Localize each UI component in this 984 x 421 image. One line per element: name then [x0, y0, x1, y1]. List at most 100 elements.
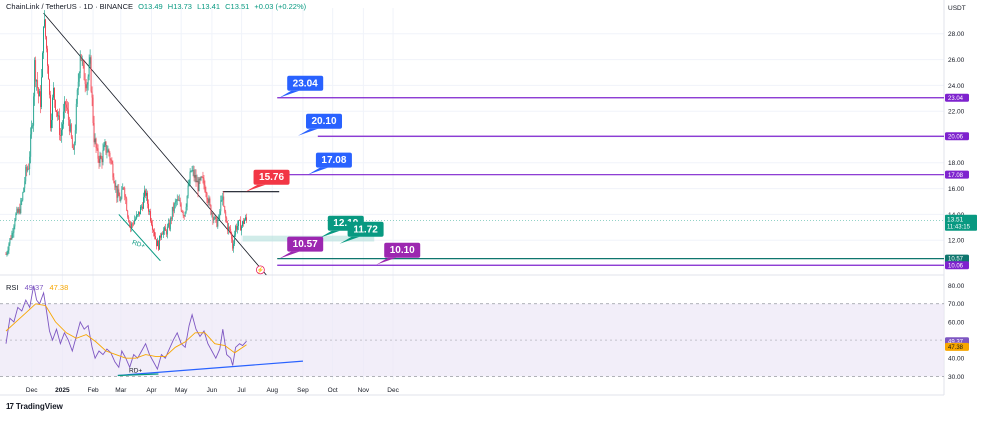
svg-text:11:43:15: 11:43:15 [947, 225, 971, 231]
candle [132, 222, 134, 228]
candle [24, 176, 26, 193]
candles [5, 10, 247, 257]
candle [220, 195, 222, 216]
candle [234, 230, 236, 246]
rsi-tick-label: 70.00 [948, 301, 965, 308]
svg-text:13.51: 13.51 [947, 217, 964, 224]
level-price-tag: 23.04 [945, 93, 969, 102]
candle [79, 50, 81, 79]
candle [127, 209, 129, 219]
tradingview-logo[interactable]: 17 TradingView [6, 402, 63, 411]
candle [81, 55, 83, 66]
candle [65, 98, 67, 112]
candle [200, 176, 202, 182]
candle [18, 206, 20, 215]
svg-text:12.19: 12.19 [333, 218, 358, 229]
candle [164, 223, 166, 231]
x-tick-label: 2025 [55, 387, 70, 394]
candle [50, 90, 51, 132]
candle [99, 151, 101, 167]
candle [129, 220, 131, 228]
candle [233, 240, 235, 253]
candle [158, 239, 159, 252]
candle [57, 108, 58, 121]
candle [237, 221, 239, 234]
level-price-tag: 20.06 [945, 132, 969, 140]
candle [208, 195, 210, 206]
candle [165, 229, 167, 237]
candle [77, 73, 79, 96]
x-tick-label: Sep [297, 387, 309, 394]
svg-text:15.76: 15.76 [259, 172, 284, 183]
candle [177, 195, 179, 201]
candle [144, 185, 145, 203]
candle [106, 144, 108, 159]
candle [176, 194, 178, 206]
callout-20-10: 20.10 [298, 113, 343, 136]
candle [137, 213, 139, 218]
rsi-support-line [117, 360, 304, 377]
candle [26, 164, 28, 177]
candle [102, 143, 104, 166]
candle [133, 220, 135, 227]
candle [172, 202, 174, 217]
currency-label: USDT [948, 5, 966, 12]
candle [184, 211, 186, 218]
candle [194, 169, 196, 183]
y-tick-label: 28.00 [948, 31, 965, 38]
candle [167, 218, 169, 228]
close-value: C13.51 [225, 2, 250, 11]
candle [96, 143, 98, 151]
candle [214, 215, 216, 220]
candle [193, 165, 195, 182]
candle [71, 135, 73, 149]
rsi-value: 49.37 [24, 283, 44, 292]
candle [203, 175, 205, 190]
candle [152, 219, 153, 233]
tradingview-logo-icon: 17 [6, 402, 14, 411]
candle [30, 127, 32, 164]
candle [238, 220, 240, 231]
candle [69, 119, 71, 133]
candle [178, 194, 180, 202]
rsi-tick-label: 40.00 [948, 356, 965, 363]
candle [107, 145, 109, 153]
candle [209, 196, 211, 207]
candle [229, 226, 231, 234]
svg-text:10.57: 10.57 [948, 257, 964, 263]
candle [195, 169, 197, 187]
candle [166, 223, 168, 239]
candle [142, 202, 143, 212]
alert-icon-glyph: ⚡ [257, 266, 264, 274]
candle [186, 195, 188, 211]
trendline [43, 12, 267, 276]
svg-text:17.08: 17.08 [948, 173, 964, 179]
candle [162, 227, 164, 238]
candle [150, 208, 151, 223]
candle [115, 179, 117, 193]
candle [198, 176, 200, 192]
candle [38, 87, 40, 104]
candle [17, 207, 19, 214]
candle [245, 214, 246, 221]
y-tick-label: 22.00 [948, 109, 965, 116]
candle [134, 215, 136, 225]
candle [191, 166, 193, 173]
candle [7, 246, 9, 256]
candle [201, 175, 203, 178]
candle [227, 220, 229, 235]
candle [86, 82, 88, 96]
symbol-header: ChainLink / TetherUS · 1D · BINANCE O13.… [6, 2, 309, 11]
rsi-divergence-label: RD+ [129, 367, 142, 374]
y-tick-label: 16.00 [948, 186, 965, 193]
candle [105, 141, 107, 155]
candle [189, 168, 191, 186]
candle [21, 197, 23, 205]
symbol-title: ChainLink / TetherUS · 1D · BINANCE [6, 2, 133, 11]
rsi-legend[interactable]: RSI 49.37 47.38 [6, 283, 72, 292]
low-value: L13.41 [197, 2, 221, 11]
svg-text:10.06: 10.06 [948, 263, 964, 269]
